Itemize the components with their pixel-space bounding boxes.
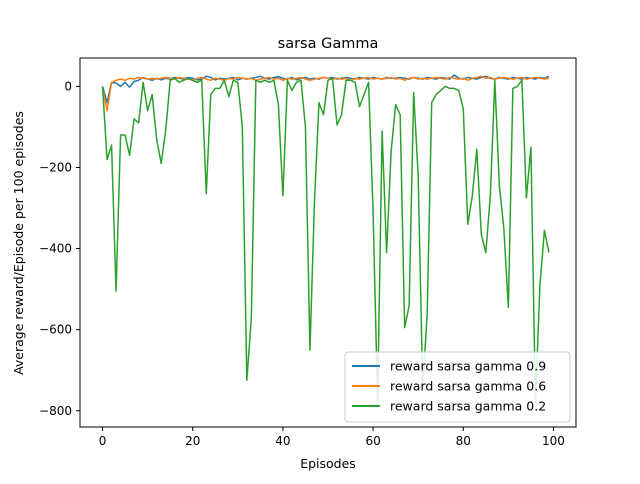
- y-tick-label: 0: [64, 79, 72, 93]
- legend-label-2: reward sarsa gamma 0.6: [390, 379, 546, 394]
- x-axis-label: Episodes: [300, 456, 356, 471]
- x-tick-label: 40: [275, 434, 290, 448]
- legend-box: [344, 351, 571, 423]
- series-line-2: [101, 75, 550, 112]
- x-tick-label: 20: [185, 434, 200, 448]
- y-axis-label: Average reward/Episode per 100 episodes: [11, 111, 26, 375]
- legend-label-1: reward sarsa gamma 0.9: [390, 359, 546, 374]
- chart-title: sarsa Gamma: [278, 36, 379, 52]
- y-tick-label: −800: [39, 404, 72, 418]
- legend-label-3: reward sarsa gamma 0.2: [390, 399, 546, 414]
- legend: reward sarsa gamma 0.9 reward sarsa gamma…: [344, 351, 571, 423]
- tick-layer: 0 20 40 60 80 100 0 −200 −400 −600 −800: [39, 79, 565, 448]
- plot-frame: [79, 57, 577, 428]
- y-tick-label: −400: [39, 242, 72, 256]
- series-layer: [101, 74, 550, 404]
- y-tick-label: −200: [39, 160, 72, 174]
- x-tick-label: 80: [456, 434, 471, 448]
- x-tick-label: 0: [99, 434, 107, 448]
- series-line-3: [101, 77, 550, 404]
- y-tick-label: −600: [39, 323, 72, 337]
- x-tick-label: 100: [542, 434, 565, 448]
- x-tick-label: 60: [365, 434, 380, 448]
